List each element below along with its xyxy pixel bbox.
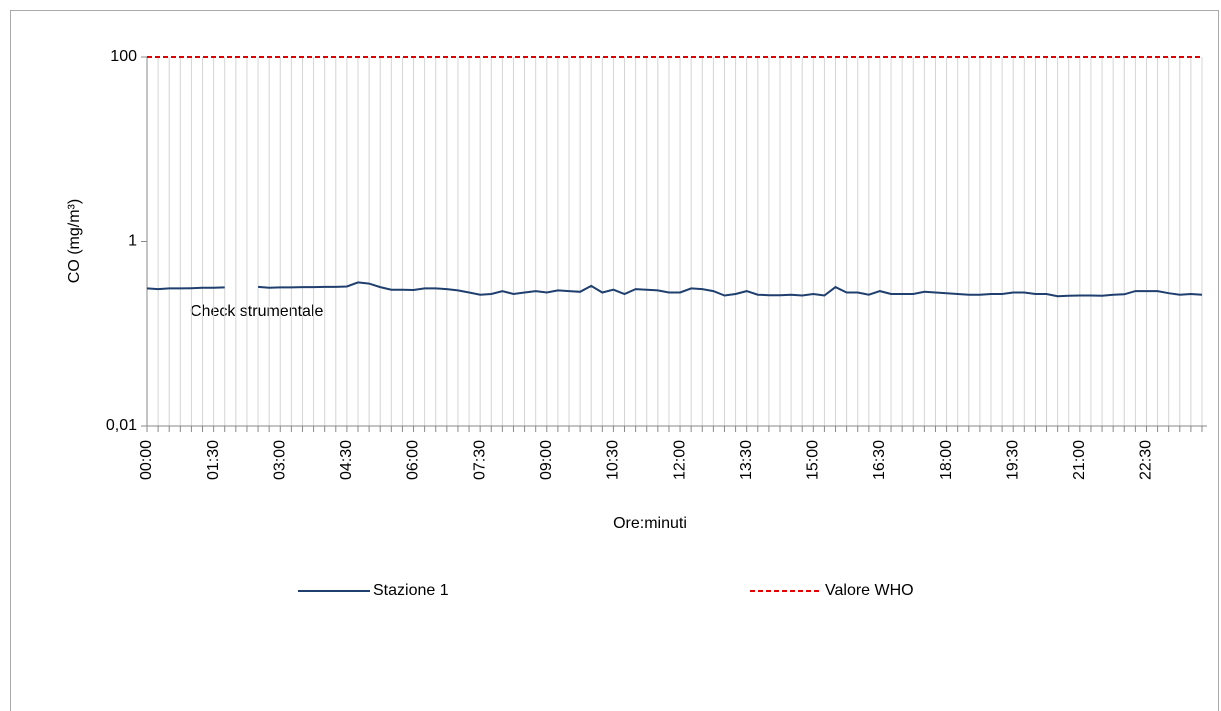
x-tick-label: 19:30: [1004, 440, 1021, 480]
x-tick-label: 00:00: [138, 440, 155, 480]
x-tick-label: 04:30: [338, 440, 355, 480]
x-tick-label: 15:00: [805, 440, 822, 480]
x-tick-label: 12:00: [671, 440, 688, 480]
y-tick-label: 100: [110, 48, 137, 65]
annotation: Check strumentale: [190, 303, 323, 320]
x-tick-label: 18:00: [938, 440, 955, 480]
x-axis-label: Ore:minuti: [613, 515, 687, 532]
x-tick-label: 16:30: [871, 440, 888, 480]
series-line: [146, 281, 1203, 298]
x-tick-label: 10:30: [605, 440, 622, 480]
legend-label: Valore WHO: [825, 582, 914, 599]
x-tick-label: 09:00: [538, 440, 555, 480]
y-tick-label: 1: [128, 233, 137, 250]
y-axis-label: CO (mg/m³): [66, 199, 83, 283]
x-tick-label: 06:00: [405, 440, 422, 480]
x-tick-label: 13:30: [738, 440, 755, 480]
chart-frame: [10, 10, 1219, 711]
x-tick-label: 01:30: [205, 440, 222, 480]
legend-label: Stazione 1: [373, 582, 449, 599]
y-tick-label: 0,01: [106, 417, 137, 434]
x-tick-label: 22:30: [1138, 440, 1155, 480]
x-tick-label: 03:00: [271, 440, 288, 480]
x-tick-label: 07:30: [471, 440, 488, 480]
x-tick-label: 21:00: [1071, 440, 1088, 480]
